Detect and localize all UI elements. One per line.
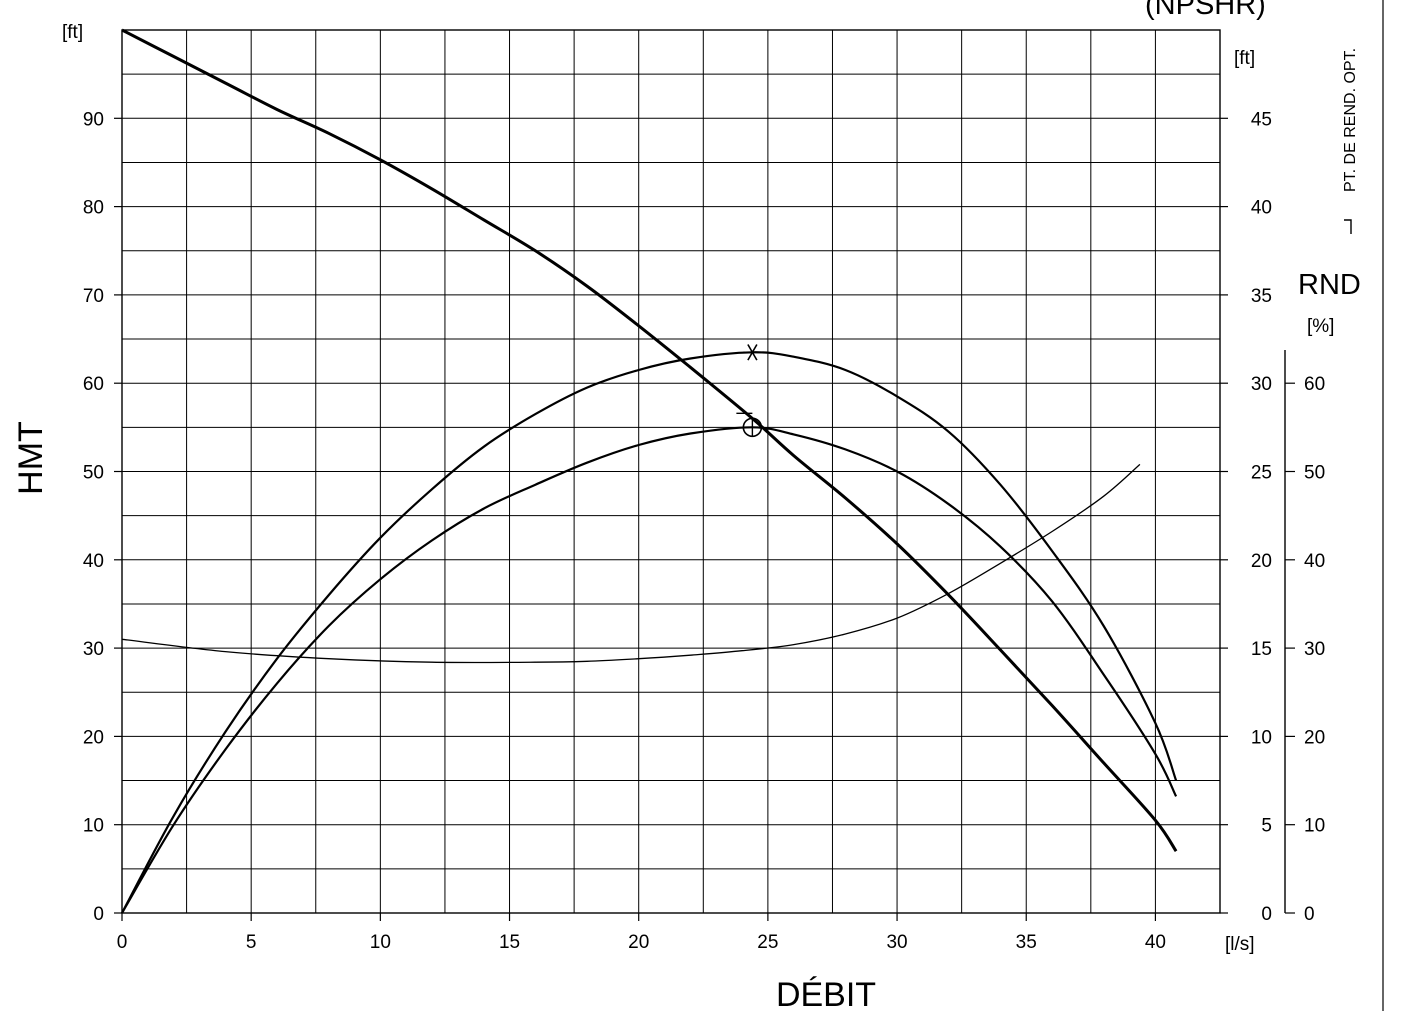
marker-layer <box>736 344 763 438</box>
optimum-asterisk-marker <box>743 344 762 361</box>
x-tick-label: 35 <box>1016 932 1037 953</box>
y-unit-label: [ft] <box>62 22 83 43</box>
y-tick-label: 50 <box>83 463 104 484</box>
eff-axis-label: RND <box>1298 269 1361 301</box>
npshr-axis-label: (NPSHR) <box>1145 0 1266 21</box>
x-unit-label: [l/s] <box>1225 934 1255 955</box>
eff-tick-label: 40 <box>1304 551 1325 572</box>
eff-tick-label: 50 <box>1304 463 1325 484</box>
y-tick-label: 10 <box>83 816 104 837</box>
eff-tick-label: 60 <box>1304 374 1325 395</box>
npshr-tick-label: 30 <box>1251 374 1272 395</box>
eff-unit-label: [%] <box>1307 316 1334 337</box>
npshr-tick-label: 35 <box>1251 286 1272 307</box>
y-tick-label: 40 <box>83 551 104 572</box>
x-tick-label: 0 <box>117 932 128 953</box>
x-tick-label: 15 <box>499 932 520 953</box>
y-tick-label: 30 <box>83 639 104 660</box>
y-tick-label: 0 <box>93 904 104 925</box>
x-tick-label: 40 <box>1145 932 1166 953</box>
asterisk-stroke <box>747 344 758 361</box>
duty-point-marker <box>736 412 763 438</box>
y-tick-label: 20 <box>83 727 104 748</box>
npshr-tick-label: 20 <box>1251 551 1272 572</box>
eff-tick-label: 20 <box>1304 727 1325 748</box>
npshr-tick-label: 5 <box>1261 816 1272 837</box>
x-tick-label: 5 <box>246 932 257 953</box>
npshr-curve <box>121 463 1141 664</box>
optimum-efficiency-legend-symbol <box>1344 219 1352 234</box>
x-tick-label: 10 <box>370 932 391 953</box>
npshr-tick-label: 10 <box>1251 727 1272 748</box>
x-tick-label: 25 <box>757 932 778 953</box>
y-tick-label: 60 <box>83 374 104 395</box>
npshr-tick-label: 45 <box>1251 109 1272 130</box>
npshr-unit-label: [ft] <box>1234 48 1255 69</box>
curve-layer <box>121 28 1178 914</box>
tick-layer: 0 5 10 15 20 25 30 35 40 0 10 20 30 40 50 60 70 80 90 0 5 10 1… <box>83 109 1325 953</box>
optimum-efficiency-note: PT. DE REND. OPT. <box>1342 48 1359 192</box>
npshr-tick-label: 15 <box>1251 639 1272 660</box>
npshr-tick-label: 0 <box>1261 904 1272 925</box>
y-tick-label: 90 <box>83 109 104 130</box>
plot-grid <box>122 30 1220 913</box>
y-axis-title: HMT <box>12 421 50 495</box>
x-tick-label: 20 <box>628 932 649 953</box>
eff-tick-label: 30 <box>1304 639 1325 660</box>
hmt-curve <box>121 28 1178 853</box>
y-tick-label: 80 <box>83 198 104 219</box>
efficiency-curve <box>121 426 1178 914</box>
eff-tick-label: 10 <box>1304 816 1325 837</box>
eff-tick-label: 0 <box>1304 904 1315 925</box>
npshr-tick-label: 40 <box>1251 198 1272 219</box>
efficiency-curve-upper <box>121 351 1178 914</box>
x-axis-title: DÉBIT <box>776 976 876 1011</box>
npshr-tick-label: 25 <box>1251 463 1272 484</box>
x-tick-label: 30 <box>886 932 907 953</box>
y-tick-label: 70 <box>83 286 104 307</box>
